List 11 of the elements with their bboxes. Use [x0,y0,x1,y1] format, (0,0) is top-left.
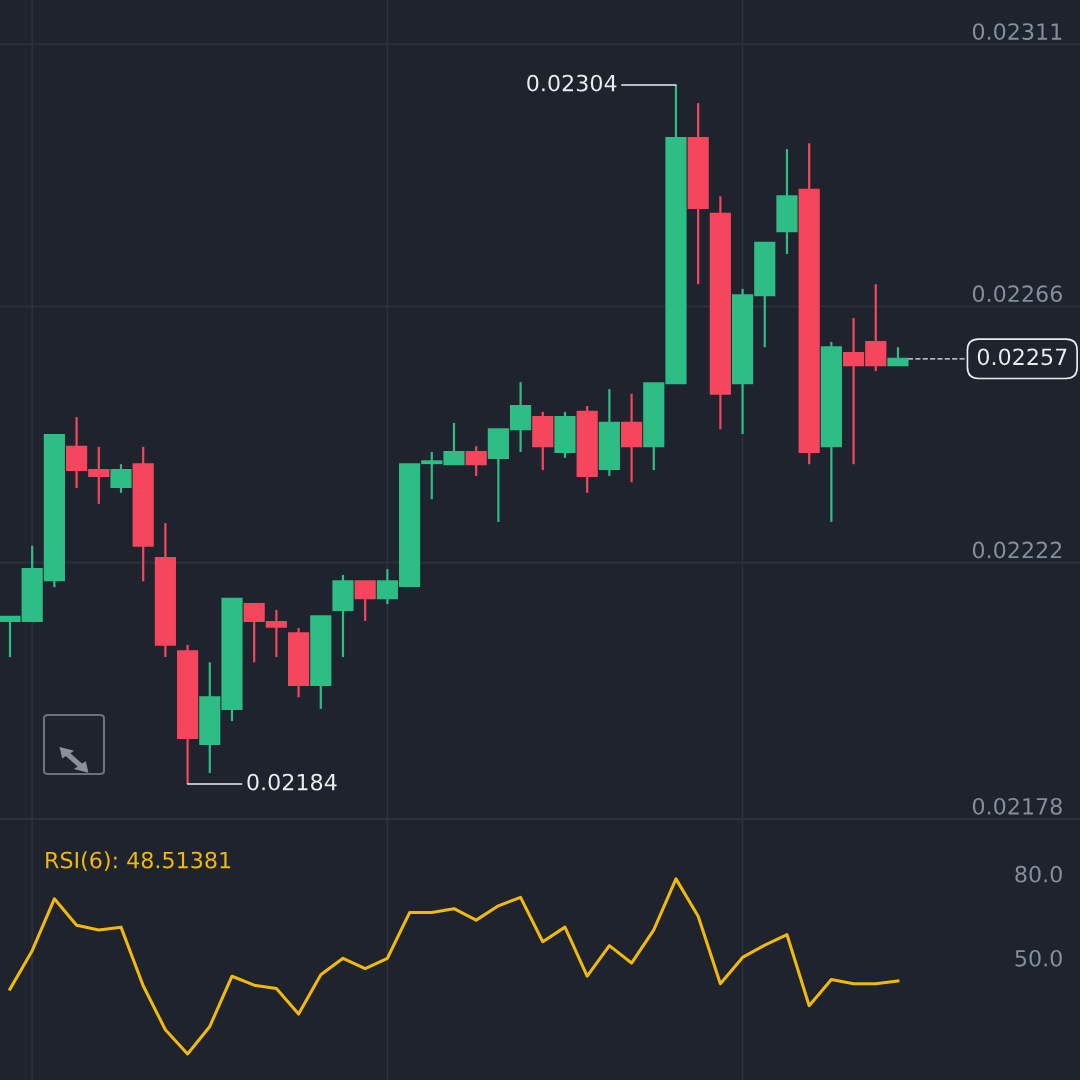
text: RSI(6): 48.51381 [46,851,231,872]
ref-line-label: 0.02257 [977,348,1067,366]
y-tick-label: 0.02222 [972,541,1062,559]
annotation: 0.02184 [247,773,337,791]
annotation: 0.02304 [527,74,617,92]
y-tick-label: 0.02266 [972,285,1062,303]
y-tick-label: 50.0 [1015,949,1062,967]
y-tick-label: 0.02178 [972,797,1062,815]
y-tick-label: 0.02311 [972,23,1062,40]
y-tick-label: 80.0 [1015,865,1062,883]
line-series [8,877,900,1056]
